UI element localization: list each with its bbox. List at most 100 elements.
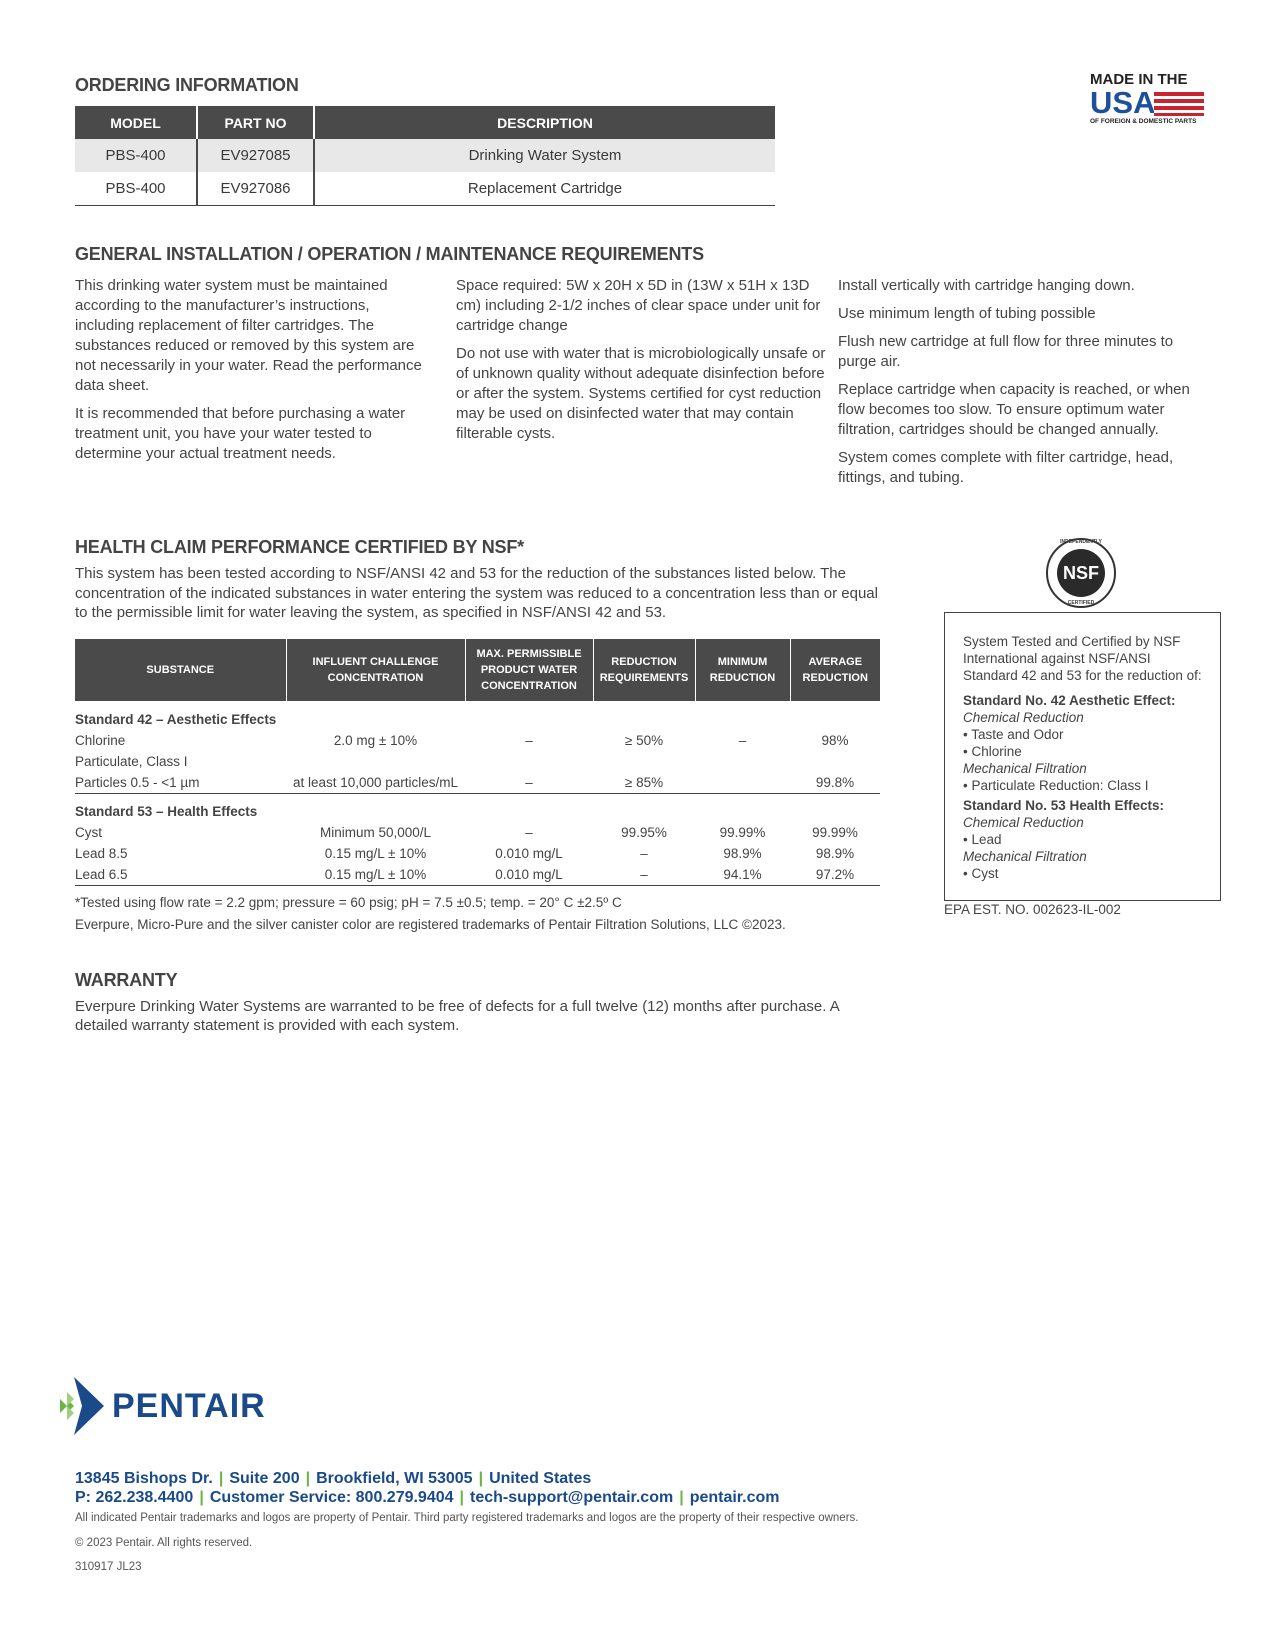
cell: 0.15 mg/L ± 10% bbox=[286, 864, 465, 886]
warranty-title: WARRANTY bbox=[75, 970, 178, 990]
cell: – bbox=[738, 733, 747, 748]
copyright: © 2023 Pentair. All rights reserved. bbox=[75, 1537, 253, 1549]
suite: Suite 200 bbox=[229, 1470, 300, 1487]
paragraph: Install vertically with cartridge hangin… bbox=[838, 277, 1135, 294]
website-link[interactable]: pentair.com bbox=[689, 1489, 780, 1506]
col-header: AVERAGE REDUCTION bbox=[790, 639, 880, 701]
std42-heading: Standard No. 42 Aesthetic Effect: bbox=[963, 693, 1176, 708]
cell: – bbox=[525, 825, 533, 840]
table-row: PBS-400 EV927086 Replacement Cartridge bbox=[75, 172, 775, 205]
cell: Minimum 50,000/L bbox=[319, 825, 432, 840]
cell: – bbox=[525, 733, 533, 748]
col-header: MAX. PERMISSIBLE PRODUCT WATER CONCENTRA… bbox=[465, 639, 594, 701]
paragraph: Space required: 5W x 20H x 5D in (13W x … bbox=[456, 277, 821, 334]
nsf-ring-top: INDEPENDENTLY bbox=[1060, 539, 1102, 545]
nsf-certified-logo: NSF INDEPENDENTLY CERTIFIED bbox=[1046, 538, 1116, 608]
cell: 98.9% bbox=[815, 846, 855, 861]
cell: 99.99% bbox=[812, 825, 858, 840]
cell: 0.010 mg/L bbox=[465, 864, 593, 886]
support-email-link[interactable]: tech-support@pentair.com bbox=[470, 1489, 674, 1506]
city: Brookfield, WI 53005 bbox=[316, 1470, 473, 1487]
country: United States bbox=[489, 1470, 592, 1487]
paragraph: Flush new cartridge at full flow for thr… bbox=[838, 333, 1174, 370]
cell: Lead 8.5 bbox=[75, 846, 128, 861]
cell bbox=[695, 772, 790, 794]
cell: 99.99% bbox=[719, 825, 766, 840]
group-heading: Standard 53 – Health Effects bbox=[75, 804, 258, 820]
cell: – bbox=[593, 864, 695, 886]
paragraph: Use minimum length of tubing possible bbox=[838, 305, 1096, 322]
table-row: Cyst Minimum 50,000/L – 99.95% 99.99% 99.99% bbox=[75, 822, 880, 843]
cell: – bbox=[640, 846, 648, 861]
col-header: PART NO bbox=[197, 106, 315, 139]
paragraph: Replace cartridge when capacity is reach… bbox=[838, 381, 1190, 438]
paragraph: This drinking water system must be maint… bbox=[75, 277, 422, 394]
doc-code: 310917 JL23 bbox=[75, 1561, 142, 1573]
category: Chemical Reduction bbox=[963, 710, 1084, 725]
cell: Chlorine bbox=[75, 733, 126, 748]
cell: PBS-400 bbox=[75, 139, 198, 172]
legal-text: All indicated Pentair trademarks and log… bbox=[75, 1512, 859, 1524]
cell: at least 10,000 particles/mL bbox=[286, 772, 465, 794]
group-heading: Standard 42 – Aesthetic Effects bbox=[75, 712, 277, 727]
cell: 0.010 mg/L bbox=[495, 846, 563, 861]
warranty-text: Everpure Drinking Water Systems are warr… bbox=[75, 998, 839, 1034]
list-item: • Chlorine bbox=[963, 744, 1022, 759]
col-header: DESCRIPTION bbox=[314, 106, 775, 139]
contact-line: P: 262.238.4400 | Customer Service: 800.27… bbox=[75, 1489, 780, 1506]
phone: P: 262.238.4400 bbox=[75, 1489, 194, 1506]
cell: 94.1% bbox=[695, 864, 790, 886]
footnote: *Tested using flow rate = 2.2 gpm; press… bbox=[75, 895, 622, 910]
table-row: Chlorine 2.0 mg ± 10% – ≥ 50% – 98% bbox=[75, 730, 880, 751]
usa-logo-line3: OF FOREIGN & DOMESTIC PARTS bbox=[1090, 118, 1197, 125]
list-item: • Particulate Reduction: Class I bbox=[963, 778, 1149, 793]
pentair-logo: PENTAIR bbox=[60, 1377, 266, 1435]
street: 13845 Bishops Dr. bbox=[75, 1470, 213, 1487]
col-header: MINIMUM REDUCTION bbox=[695, 639, 791, 701]
ordering-title: ORDERING INFORMATION bbox=[75, 75, 299, 95]
cell: Lead 6.5 bbox=[75, 864, 286, 886]
col-header: MODEL bbox=[75, 106, 198, 139]
trademark-note: Everpure, Micro-Pure and the silver cani… bbox=[75, 917, 786, 932]
cell: 2.0 mg ± 10% bbox=[333, 733, 418, 748]
cell: 0.15 mg/L ± 10% bbox=[324, 846, 427, 861]
pentair-diamond-icon bbox=[60, 1377, 104, 1435]
nsf-logo-text: NSF bbox=[1057, 549, 1105, 597]
cell: 97.2% bbox=[790, 864, 880, 886]
health-intro: This system has been tested according to… bbox=[75, 565, 878, 621]
cell: Replacement Cartridge bbox=[467, 179, 623, 197]
general-col2: Space required: 5W x 20H x 5D in (13W x … bbox=[456, 276, 826, 452]
table-row: Particulate, Class I bbox=[75, 751, 880, 772]
table-row: Particles 0.5 - <1 µm at least 10,000 par… bbox=[75, 772, 880, 794]
list-item: • Lead bbox=[963, 832, 1002, 847]
cell: 99.8% bbox=[790, 772, 880, 794]
cell: EV927086 bbox=[197, 172, 315, 205]
usa-logo-text: USA bbox=[1090, 85, 1156, 120]
cell: Particulate, Class I bbox=[75, 754, 188, 769]
cell: – bbox=[465, 772, 593, 794]
cell: 99.95% bbox=[621, 825, 667, 840]
paragraph: System comes complete with filter cartri… bbox=[838, 449, 1174, 486]
nsf-intro: System Tested and Certified by NSF Inter… bbox=[963, 634, 1202, 683]
list-item: • Taste and Odor bbox=[963, 727, 1064, 742]
cell: EV927085 bbox=[197, 139, 315, 172]
general-title: GENERAL INSTALLATION / OPERATION / MAINT… bbox=[75, 244, 704, 264]
table-row: Lead 6.5 0.15 mg/L ± 10% 0.010 mg/L –94.1% 9… bbox=[75, 864, 880, 886]
nsf-ring-bottom: CERTIFIED bbox=[1067, 600, 1095, 606]
paragraph: It is recommended that before purchasing… bbox=[75, 405, 406, 462]
table-row: PBS-400 EV927085 Drinking Water System bbox=[75, 139, 775, 172]
performance-table: SUBSTANCE INFLUENT CHALLENGE CONCENTRATI… bbox=[75, 639, 880, 886]
col-header: SUBSTANCE bbox=[75, 639, 287, 701]
std53-heading: Standard No. 53 Health Effects: bbox=[963, 798, 1165, 813]
list-item: • Cyst bbox=[963, 866, 999, 881]
epa-number: EPA EST. NO. 002623-IL-002 bbox=[944, 902, 1121, 917]
address-line: 13845 Bishops Dr. | Suite 200 | Brookfield, … bbox=[75, 1470, 592, 1487]
customer-service: Customer Service: 800.279.9404 bbox=[209, 1489, 454, 1506]
cell: ≥ 50% bbox=[624, 733, 664, 748]
cell: PBS-400 bbox=[75, 172, 198, 205]
category: Chemical Reduction bbox=[963, 815, 1084, 830]
cell: Drinking Water System bbox=[314, 139, 775, 172]
general-col3: Install vertically with cartridge hangin… bbox=[838, 276, 1198, 496]
general-col1: This drinking water system must be maint… bbox=[75, 276, 430, 472]
cell: Particles 0.5 - <1 µm bbox=[75, 772, 286, 794]
